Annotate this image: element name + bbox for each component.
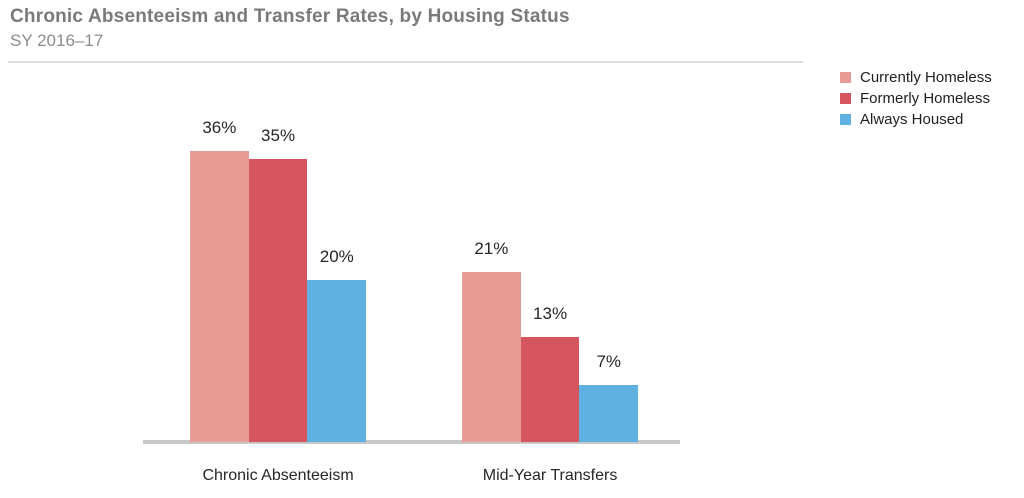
bar-value-label-always-housed-chronic-absenteeism: 20% (319, 247, 354, 266)
legend-swatch-formerly-homeless (840, 93, 851, 104)
bar-always-housed-chronic-absenteeism (307, 280, 367, 442)
legend-swatch-currently-homeless (840, 72, 851, 83)
bar-value-label-currently-homeless-chronic-absenteeism: 36% (202, 118, 237, 137)
category-label-chronic-absenteeism: Chronic Absenteeism (202, 467, 354, 484)
bar-value-label-formerly-homeless-mid-year-transfers: 13% (533, 304, 568, 323)
legend: Currently Homeless Formerly Homeless Alw… (840, 67, 992, 130)
legend-swatch-always-housed (840, 114, 851, 125)
bar-formerly-homeless-mid-year-transfers (520, 337, 580, 442)
bar-currently-homeless-mid-year-transfers (462, 272, 521, 442)
legend-item-formerly-homeless: Formerly Homeless (840, 88, 992, 109)
legend-item-currently-homeless: Currently Homeless (840, 67, 992, 88)
bar-value-label-formerly-homeless-chronic-absenteeism: 35% (261, 126, 296, 145)
x-axis-baseline (143, 440, 680, 444)
legend-label: Currently Homeless (860, 69, 992, 86)
bar-value-label-currently-homeless-mid-year-transfers: 21% (474, 239, 509, 258)
legend-label: Always Housed (860, 111, 964, 128)
chart-subtitle: SY 2016–17 (10, 31, 104, 50)
bar-formerly-homeless-chronic-absenteeism (248, 159, 308, 442)
category-label-mid-year-transfers: Mid-Year Transfers (482, 467, 618, 484)
chart-title: Chronic Absenteeism and Transfer Rates, … (10, 6, 570, 27)
legend-item-always-housed: Always Housed (840, 109, 992, 130)
header-divider (8, 61, 803, 63)
bar-currently-homeless-chronic-absenteeism (190, 151, 249, 442)
bar-always-housed-mid-year-transfers (579, 385, 639, 442)
legend-label: Formerly Homeless (860, 90, 991, 107)
bar-value-label-always-housed-mid-year-transfers: 7% (596, 352, 622, 371)
